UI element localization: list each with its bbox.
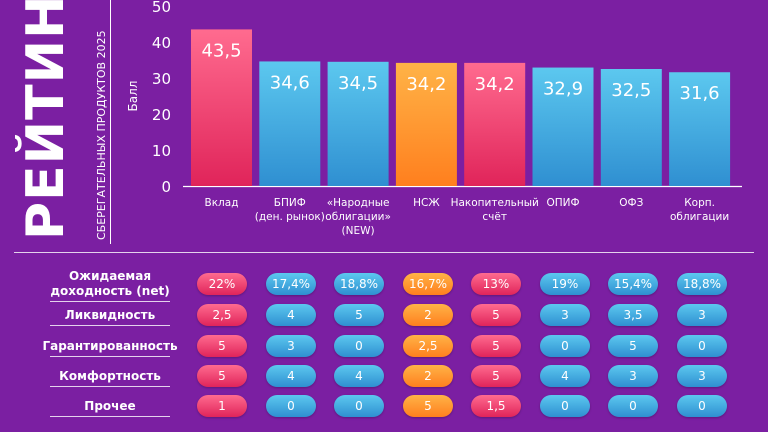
value-pill: 3 — [677, 304, 727, 326]
bar — [327, 61, 389, 186]
value-pill: 4 — [334, 365, 384, 387]
table-row: Прочее 1 0 0 5 1,5 0 0 0 — [0, 391, 768, 421]
value-pill: 5 — [197, 365, 247, 387]
y-tick-label: 30 — [152, 70, 171, 88]
value-pill: 3,5 — [608, 304, 658, 326]
value-pill: 5 — [197, 335, 247, 357]
bar — [464, 62, 526, 186]
bar — [259, 61, 321, 186]
bar-value-label: 43,5 — [201, 40, 241, 61]
bar-value-label: 34,6 — [270, 72, 310, 93]
bar-value-label: 34,2 — [475, 74, 515, 95]
row-label-line: Ликвидность — [64, 307, 156, 322]
title-divider — [110, 0, 112, 244]
bar-value-label: 34,2 — [406, 74, 446, 95]
y-tick-label: 50 — [152, 0, 171, 16]
row-label-line: Комфортность — [59, 368, 161, 383]
value-pill: 5 — [608, 335, 658, 357]
value-pill: 18,8% — [334, 273, 384, 295]
y-tick-label: 20 — [152, 106, 171, 124]
value-pill: 0 — [677, 335, 727, 357]
row-label: Прочее — [20, 399, 200, 414]
bar — [191, 29, 252, 187]
y-tick-label: 40 — [152, 34, 171, 52]
category-label: Корп. облигации — [670, 197, 729, 223]
row-label: Гарантированность — [20, 339, 200, 354]
bar — [600, 69, 662, 186]
value-pill: 0 — [540, 335, 590, 357]
row-label: Ликвидность — [20, 308, 200, 323]
bar — [669, 72, 731, 186]
row-label: Ожидаемая доходность (net) — [20, 269, 200, 299]
row-label-line: Прочее — [84, 398, 136, 413]
row-label-line: Ожидаемая — [68, 269, 152, 283]
category-label: Накопительный счёт — [451, 197, 539, 223]
category-label: БПИФ (ден. рынок) — [255, 197, 325, 223]
bar-value-label: 32,5 — [611, 80, 651, 101]
value-pill: 5 — [334, 304, 384, 326]
row-label-line: доходность (net) — [50, 284, 170, 298]
value-pill: 3 — [540, 304, 590, 326]
table-row: Гарантированность 5 3 0 2,5 5 0 5 0 — [0, 331, 768, 361]
value-pill: 0 — [677, 395, 727, 417]
value-pill: 2 — [403, 304, 453, 326]
category-label: ОПИФ — [546, 197, 579, 209]
value-pill: 13% — [471, 273, 521, 295]
value-pill: 0 — [608, 395, 658, 417]
table-row: Комфортность 5 4 4 2 5 4 3 3 — [0, 361, 768, 391]
y-tick-label: 10 — [152, 142, 171, 160]
row-label-underline — [50, 355, 170, 357]
bar-value-label: 34,5 — [338, 73, 378, 94]
value-pill: 3 — [677, 365, 727, 387]
value-pill: 22% — [197, 273, 247, 295]
value-pill: 2 — [403, 365, 453, 387]
category-label: Вклад — [205, 197, 239, 209]
value-pill: 4 — [266, 365, 316, 387]
table-row: Ликвидность 2,5 4 5 2 5 3 3,5 3 — [0, 300, 768, 330]
value-pill: 1 — [197, 395, 247, 417]
value-pill: 0 — [334, 395, 384, 417]
category-label: «Народные облигации» (NEW) — [325, 197, 391, 237]
value-pill: 5 — [471, 335, 521, 357]
section-divider — [14, 252, 754, 253]
bar-value-label: 31,6 — [680, 83, 720, 104]
value-pill: 0 — [334, 335, 384, 357]
value-pill: 1,5 — [471, 395, 521, 417]
row-label-underline — [50, 415, 170, 417]
row-label: Комфортность — [20, 369, 200, 384]
value-pill: 2,5 — [403, 335, 453, 357]
value-pill: 5 — [403, 395, 453, 417]
bar-value-label: 32,9 — [543, 79, 583, 100]
value-pill: 2,5 — [197, 304, 247, 326]
value-pill: 19% — [540, 273, 590, 295]
row-label-underline — [50, 301, 170, 302]
y-axis-label: Балл — [126, 81, 140, 112]
row-label-underline — [50, 385, 170, 387]
value-pill: 5 — [471, 365, 521, 387]
value-pill: 15,4% — [608, 273, 658, 295]
bar-chart: 0 10 20 30 40 50 Балл 43,5 Вклад 34,6 БПИФ (ден. ры… — [126, 0, 742, 237]
y-tick-label: 0 — [161, 178, 171, 196]
value-pill: 17,4% — [266, 273, 316, 295]
category-label: НСЖ — [413, 197, 440, 209]
value-pill: 5 — [471, 304, 521, 326]
value-pill: 0 — [540, 395, 590, 417]
value-pill: 4 — [266, 304, 316, 326]
bar — [532, 67, 594, 186]
row-label-line: Гарантированность — [42, 338, 178, 353]
value-pill: 0 — [266, 395, 316, 417]
bar — [395, 62, 457, 186]
value-pill: 16,7% — [403, 273, 453, 295]
row-label-underline — [50, 324, 170, 326]
category-label: ОФЗ — [619, 197, 643, 209]
value-pill: 18,8% — [677, 273, 727, 295]
table-row: Ожидаемая доходность (net) 22% 17,4% 18,8% 16… — [0, 269, 768, 302]
value-pill: 3 — [608, 365, 658, 387]
value-pill: 4 — [540, 365, 590, 387]
value-pill: 3 — [266, 335, 316, 357]
